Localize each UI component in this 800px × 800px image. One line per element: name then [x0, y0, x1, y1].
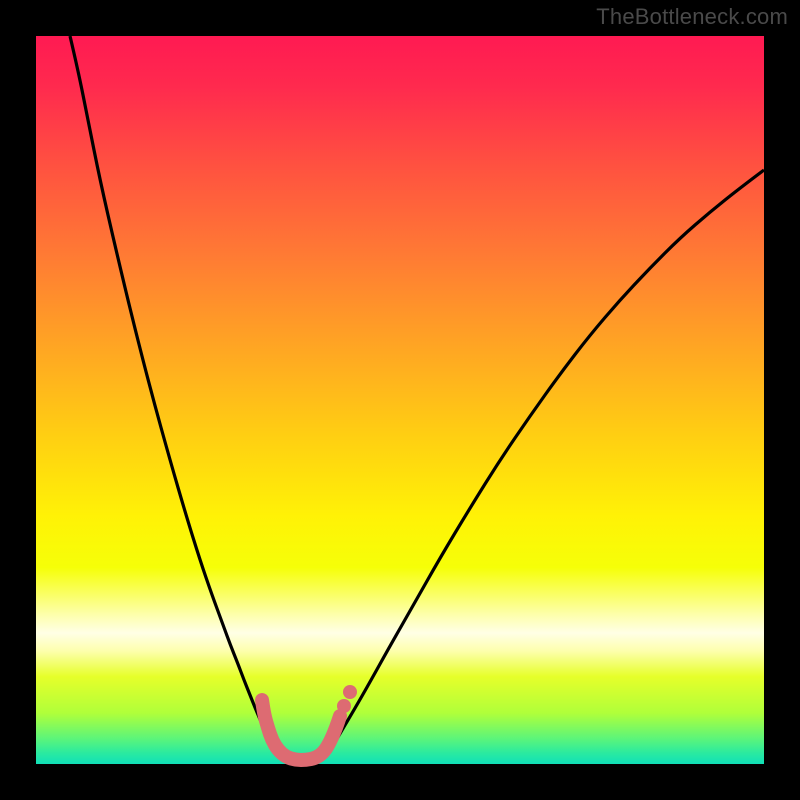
plot-gradient-background [36, 36, 764, 764]
curve-left [70, 36, 273, 750]
highlight-dot [337, 699, 351, 713]
bottom-highlight-dots [337, 685, 357, 713]
highlight-dot [343, 685, 357, 699]
curve-right [330, 170, 764, 752]
chart-svg [0, 0, 800, 800]
watermark-text: TheBottleneck.com [596, 4, 788, 30]
bottom-highlight-stroke [262, 700, 340, 760]
